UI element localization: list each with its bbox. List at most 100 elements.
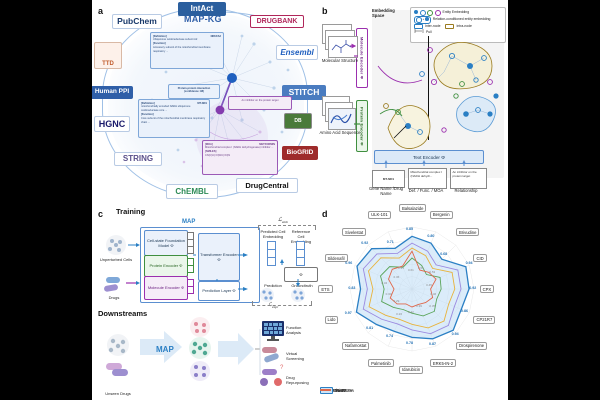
radar-axis-label: Bergenin	[429, 210, 453, 219]
logo-drugbank[interactable]: DRUGBANK	[250, 15, 304, 28]
logo-intact[interactable]: IntAct	[178, 2, 226, 16]
radar-inner-value-label: 0.34	[381, 280, 388, 285]
radar-value-label: 0.96	[345, 260, 353, 265]
radar-legend-item[interactable]: TrainMean	[320, 388, 354, 393]
radar-inner-value-label: 0.30	[385, 292, 392, 297]
radar-chart	[349, 226, 475, 352]
radar-inner-value-label: 0.36	[393, 275, 400, 280]
logo-ensembl[interactable]: Ensembl	[276, 45, 318, 60]
legend-entity-embedding: Entity Embedding	[442, 10, 470, 15]
transformer-encoder-module[interactable]: Transformer Encoder Φ	[198, 233, 240, 281]
text-note-definition[interactable]: Mitochondrial complex I (NADH dehydr...	[408, 168, 447, 189]
logo-chembl[interactable]: ChEMBL	[166, 184, 218, 199]
card-field-text: mitochondrially encoded NADH ubiquinone …	[141, 105, 191, 113]
logo-drugcentral[interactable]: DrugCentral	[236, 178, 298, 193]
radar-inner-value-label: 0.46	[430, 292, 437, 297]
loss-symbol: ℒ	[278, 217, 282, 223]
logo-human-ppi[interactable]: Human PPI	[92, 86, 133, 99]
radar-series-trainmean	[388, 250, 437, 308]
logo-biogrid[interactable]: BioGRID	[282, 146, 318, 160]
molecule-encoder-module[interactable]: Molecule Encoder Φ	[144, 276, 188, 300]
embedding-space-title: Embedding Space	[372, 8, 395, 19]
logo-db[interactable]: DB	[284, 113, 312, 129]
embedding-axis-divider	[428, 36, 429, 140]
prediction-cells	[260, 288, 274, 302]
relationship-caption: Relationship	[454, 188, 478, 193]
radar-inner-value-label: 0.31	[398, 266, 404, 271]
text-note-relationship[interactable]: An inhibitor on the protein target	[450, 168, 487, 189]
radar-axis-label: ERK5-IN-2	[429, 359, 457, 368]
radar-axis-label: CP21R7	[473, 315, 496, 324]
kg-card-metformin[interactable]: [MOA] METFORMIN Mitochondrial complex I (…	[202, 140, 278, 175]
radar-axis-label: Idarubicin	[399, 365, 424, 374]
panel-a: a MAP-KG	[92, 0, 326, 203]
text-note-gene[interactable]: MT-ND1	[372, 170, 405, 188]
cell-state-foundation-model[interactable]: Cell-state Foundation Model Φ	[144, 230, 188, 256]
loss-sub: expr	[271, 305, 279, 310]
definition-caption: Def. / Func. / MOA	[408, 188, 444, 193]
radar-legend: MAP CRISP ChemCPA PRnet TrainMean	[320, 383, 506, 397]
drug-capsules	[104, 277, 120, 292]
panel-d-label: d	[322, 209, 328, 219]
radar-inner-value-label: 0.29	[393, 298, 400, 303]
logo-string[interactable]: STRING	[114, 152, 162, 166]
embedding-legend: Entity Embedding + Relation-conditioned …	[410, 7, 506, 43]
loss-emb: ℒemb	[278, 217, 288, 224]
radar-value-label: 0.74	[386, 334, 394, 339]
card-field-text: Core subunit of the mitochondrial membra…	[141, 117, 206, 124]
radar-value-label: 0.97	[344, 311, 352, 316]
panel-a-title: MAP-KG	[184, 14, 222, 24]
training-title: Training	[116, 207, 146, 216]
unseen-drugs-caption: Unseen Drugs	[105, 391, 131, 396]
groundtruth-cells	[291, 288, 305, 302]
card-entity: MT-ND1	[197, 101, 207, 105]
module-label: Prediction Layer Φ	[202, 288, 236, 294]
radar-axis-label: Brivudine	[455, 228, 480, 236]
radar-value-label: 0.83	[348, 286, 356, 290]
molecular-structure-caption: Molecular Structure	[321, 58, 359, 63]
radar-inner-value-label: 0.39	[416, 303, 422, 308]
prediction-label: Prediction	[264, 283, 282, 288]
panel-c-label: c	[98, 209, 104, 219]
kg-card-ndufa2[interactable]: [Definition] NDUFA2 Ubiquinone oxidoreduc…	[150, 32, 224, 69]
protein-encoder[interactable]: Protein Encoder Φ	[356, 100, 368, 152]
molecule-encoder-label: Molecule Encoder Φ	[359, 36, 365, 80]
virtual-screening-label: Virtual Screening	[286, 351, 305, 361]
cellm-readout-module[interactable]: Φ	[284, 267, 318, 282]
logo-hgnc[interactable]: HGNC	[94, 116, 130, 132]
radar-axis-label: ETS	[318, 285, 333, 293]
legend-label: ChemCPA	[333, 387, 354, 393]
molecule-sketch-icon	[331, 40, 352, 53]
predicted-cell-embedding-label: Predicted Cell Embedding	[260, 229, 286, 239]
card-field-key: [MOA]	[205, 142, 213, 146]
radar-inner-value-label: 0.53	[429, 269, 436, 274]
module-label: Transformer Encoder Φ	[200, 251, 238, 262]
radar-axis-label: CID	[473, 254, 487, 263]
virtual-screening-icon	[262, 347, 279, 363]
legend-label: TrainMean	[333, 387, 354, 393]
drug-repurposing-icon: ?	[260, 365, 284, 386]
kg-card-mtnd1[interactable]: [Definition] MT-ND1 mitochondrially encod…	[138, 99, 210, 138]
radar-value-label: 0.81	[366, 325, 374, 330]
logo-pubchem[interactable]: PubChem	[112, 14, 162, 29]
logo-stitch[interactable]: STITCH	[282, 85, 326, 100]
card-entity: NDUFA2	[210, 34, 221, 38]
card-field-key: [SMILES]	[205, 150, 217, 154]
radar-axis-label: Nafamostat	[342, 341, 370, 350]
radar-value-label: 0.86	[460, 308, 468, 313]
radar-inner-value-label: 0.42	[408, 309, 414, 314]
panel-c-arrows	[126, 244, 299, 290]
kg-edge-label-ppi: Protein-protein interaction (confidence:…	[168, 84, 220, 99]
text-encoder[interactable]: Text Encoder Φ	[374, 150, 484, 164]
radar-inner-value-label: 0.35	[429, 304, 436, 308]
legend-relation-conditioned: Relation-conditioned entity embedding	[432, 16, 491, 21]
card-field-text: Ubiquinone oxidoreductase subunit A2	[153, 38, 198, 42]
radar-axis-label: Lido	[324, 315, 339, 324]
logo-ttd[interactable]: TTD	[94, 42, 122, 69]
molecule-encoder[interactable]: Molecule Encoder Φ	[356, 28, 368, 88]
legend-inter-node: Inter-node	[425, 23, 441, 28]
prediction-layer-module[interactable]: Prediction Layer Φ	[198, 281, 240, 301]
function-analysis-icon	[262, 321, 284, 341]
unperturbed-cells	[106, 235, 126, 255]
